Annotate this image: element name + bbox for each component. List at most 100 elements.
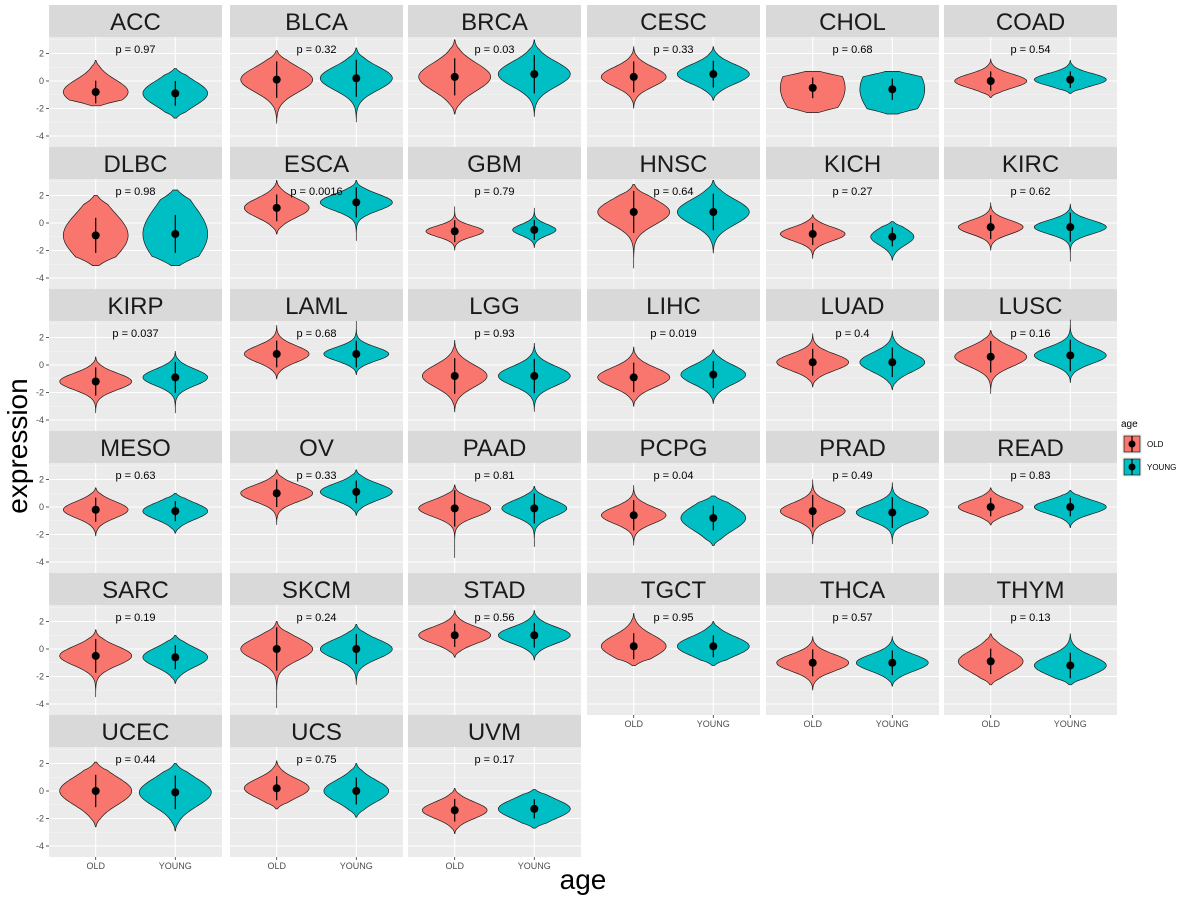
p-value-label: p = 0.95 xyxy=(653,612,693,624)
median-point xyxy=(986,657,995,666)
facet-title: KIRP xyxy=(107,293,163,320)
facet-strip xyxy=(230,431,403,463)
median-point xyxy=(888,85,897,94)
median-point xyxy=(91,651,100,660)
facet-strip xyxy=(766,5,939,37)
median-point xyxy=(629,72,638,81)
median-point xyxy=(352,74,361,83)
median-point xyxy=(450,806,459,815)
y-tick-label: -4 xyxy=(36,415,44,425)
y-tick-label: -4 xyxy=(36,841,44,851)
y-tick-label: 0 xyxy=(39,360,44,370)
x-tick-label: OLD xyxy=(445,861,464,871)
facet-title: GBM xyxy=(467,151,522,178)
y-tick-label: -4 xyxy=(36,699,44,709)
median-point xyxy=(530,372,539,380)
median-point xyxy=(530,631,539,640)
facet-title: MESO xyxy=(100,435,171,462)
p-value-label: p = 0.19 xyxy=(115,612,155,624)
facet-title: KICH xyxy=(824,151,881,178)
median-point xyxy=(352,787,361,795)
median-point xyxy=(91,88,100,96)
y-tick-label: -2 xyxy=(36,814,44,824)
p-value-label: p = 0.33 xyxy=(296,470,336,482)
facet-dlbc: DLBC -4 -2 0 2 p = 0.98 xyxy=(36,147,222,289)
p-value-label: p = 0.97 xyxy=(115,44,155,56)
y-tick-label: 2 xyxy=(39,191,44,201)
p-value-label: p = 0.037 xyxy=(112,328,158,340)
p-value-label: p = 0.0016 xyxy=(290,186,342,198)
median-point xyxy=(171,653,180,662)
median-point xyxy=(709,514,718,522)
facet-strip xyxy=(766,147,939,179)
median-point xyxy=(171,89,180,98)
facet-title: LGG xyxy=(469,293,520,320)
facet-strip xyxy=(408,573,581,605)
median-point xyxy=(171,373,180,382)
facet-title: THYM xyxy=(997,577,1065,604)
facet-title: UVM xyxy=(468,719,521,746)
y-tick-label: 0 xyxy=(39,786,44,796)
p-value-label: p = 0.63 xyxy=(115,470,155,482)
facet-title: PCPG xyxy=(639,435,707,462)
median-point xyxy=(450,372,459,380)
y-tick-label: -2 xyxy=(36,672,44,682)
y-tick-label: 0 xyxy=(39,644,44,654)
y-tick-label: 0 xyxy=(39,76,44,86)
median-point xyxy=(450,631,459,640)
median-point xyxy=(808,230,817,238)
p-value-label: p = 0.68 xyxy=(296,328,336,340)
facet-title: ACC xyxy=(110,9,161,36)
y-tick-label: -2 xyxy=(36,530,44,540)
facet-ov: OV p = 0.33 xyxy=(230,431,403,573)
p-value-label: p = 0.44 xyxy=(115,754,155,766)
facet-title: READ xyxy=(997,435,1064,462)
facet-lusc: LUSC p = 0.16 xyxy=(944,289,1117,431)
facet-hnsc: HNSC p = 0.64 xyxy=(587,147,760,289)
facet-title: UCEC xyxy=(101,719,169,746)
facet-title: LAML xyxy=(285,293,348,320)
panel-background xyxy=(944,463,1117,573)
median-point xyxy=(1066,75,1075,84)
x-tick-label: OLD xyxy=(86,861,105,871)
y-tick-label: -4 xyxy=(36,273,44,283)
median-point xyxy=(91,505,100,514)
p-value-label: p = 0.83 xyxy=(1010,470,1050,482)
x-tick-label: YOUNG xyxy=(1054,719,1087,729)
y-tick-label: -2 xyxy=(36,246,44,256)
legend-label: OLD xyxy=(1147,440,1164,449)
facet-title: PRAD xyxy=(819,435,886,462)
median-point xyxy=(530,804,539,813)
p-value-label: p = 0.4 xyxy=(836,328,870,340)
p-value-label: p = 0.57 xyxy=(832,612,872,624)
facet-lgg: LGG p = 0.93 xyxy=(408,289,581,431)
facet-strip xyxy=(49,289,222,321)
x-tick-label: OLD xyxy=(267,861,286,871)
facet-meso: MESO -4 -2 0 2 p = 0.63 xyxy=(36,431,222,573)
panel-background xyxy=(766,321,939,431)
median-point xyxy=(272,203,281,212)
panel-background xyxy=(408,605,581,715)
facet-title: UCS xyxy=(291,719,342,746)
facet-cesc: CESC p = 0.33 xyxy=(587,5,760,147)
facet-strip xyxy=(587,573,760,605)
facet-strip xyxy=(49,573,222,605)
median-point xyxy=(530,225,539,234)
median-point xyxy=(352,198,361,207)
facet-title: PAAD xyxy=(463,435,527,462)
x-tick-label: OLD xyxy=(624,719,643,729)
median-point xyxy=(709,208,718,216)
facet-title: COAD xyxy=(996,9,1065,36)
p-value-label: p = 0.32 xyxy=(296,44,336,56)
facet-strip xyxy=(230,147,403,179)
facet-skcm: SKCM p = 0.24 xyxy=(230,573,403,715)
median-point xyxy=(986,223,995,232)
median-point xyxy=(171,230,180,238)
facet-title: BLCA xyxy=(285,9,348,36)
x-tick-label: YOUNG xyxy=(518,861,551,871)
median-point xyxy=(888,658,897,667)
median-point xyxy=(888,358,897,367)
median-point xyxy=(1066,351,1075,360)
